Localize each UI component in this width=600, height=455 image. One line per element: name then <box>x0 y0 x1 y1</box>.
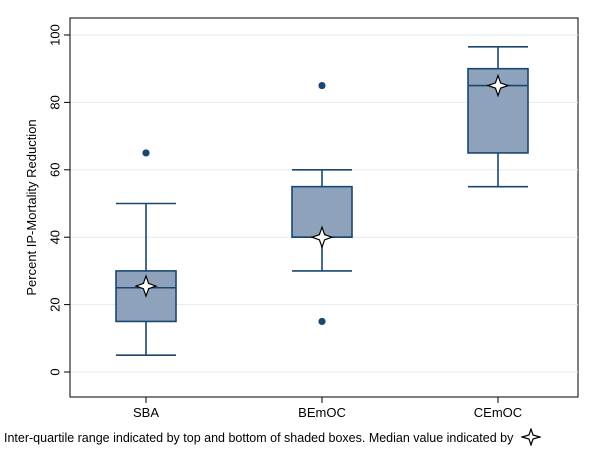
caption: Inter-quartile range indicated by top an… <box>4 427 594 447</box>
median-star-marker <box>486 73 510 98</box>
x-tick-label: SBA <box>133 405 159 420</box>
box-cemoc <box>467 45 529 188</box>
box-plot-chart: 0 20 40 60 80 100 SBA BEmOC CEmOC Percent IP-Mo… <box>24 17 579 420</box>
box-bemoc <box>291 81 353 326</box>
y-tick-label: 0 <box>47 368 62 375</box>
box-sba <box>115 149 177 356</box>
outlier-point <box>142 149 150 157</box>
y-axis-label: Percent IP-Mortality Reduction <box>24 119 39 295</box>
median-star-marker <box>134 274 158 298</box>
y-axis: 0 20 40 60 80 100 <box>47 18 71 397</box>
four-point-star-icon <box>519 427 543 447</box>
outlier-point <box>318 317 326 326</box>
caption-text: Inter-quartile range indicated by top an… <box>4 431 514 445</box>
y-tick-label: 100 <box>47 24 62 46</box>
y-tick-label: 40 <box>47 230 62 244</box>
boxes <box>115 45 529 356</box>
median-star-marker <box>310 225 334 250</box>
x-tick-label: CEmOC <box>474 405 522 420</box>
x-axis: SBA BEmOC CEmOC <box>70 396 578 420</box>
y-tick-label: 60 <box>47 163 62 177</box>
outlier-point <box>318 81 326 90</box>
x-tick-label: BEmOC <box>298 405 346 420</box>
y-tick-label: 80 <box>47 95 62 109</box>
y-tick-label: 20 <box>47 297 62 311</box>
